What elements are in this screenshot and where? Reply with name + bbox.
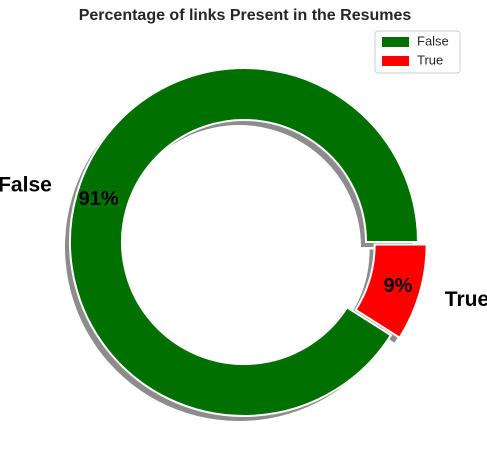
legend-label-true: True: [417, 52, 443, 67]
slice-pct-true: 9%: [384, 275, 413, 297]
slice-label-true: True: [445, 288, 487, 311]
slice-labels: False 91% True 9%: [0, 174, 487, 311]
slice-false: [69, 66, 420, 417]
slice-label-false: False: [0, 174, 52, 197]
legend-label-false: False: [417, 33, 449, 48]
slice-pct-false: 91%: [79, 188, 119, 210]
legend: False True: [374, 30, 461, 74]
chart-title: Percentage of links Present in the Resum…: [79, 7, 412, 24]
slice-true: [354, 243, 428, 340]
slices: [69, 66, 428, 417]
legend-swatch-true: [382, 56, 409, 66]
legend-items: False True: [382, 33, 449, 67]
legend-swatch-false: [382, 37, 409, 47]
